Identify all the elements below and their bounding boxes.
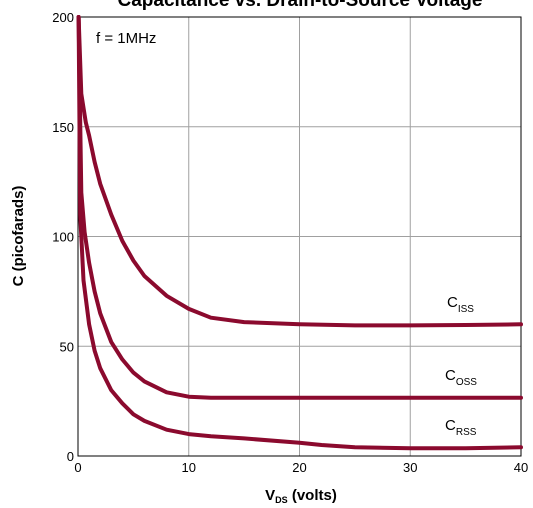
x-axis-label-main: V	[265, 487, 275, 504]
y-tick-label: 50	[60, 339, 74, 354]
series-line-iss	[76, 15, 523, 328]
frequency-annotation: f = 1MHz	[96, 30, 156, 47]
grid	[77, 16, 522, 457]
x-tick-label: 0	[74, 460, 81, 475]
series-line-rss	[76, 15, 523, 451]
y-axis-label: C (picofarads)	[10, 186, 27, 287]
curve-labels: CISS COSS CRSS	[445, 294, 477, 438]
x-axis-label-suffix: (volts)	[288, 487, 337, 504]
x-tick-label: 10	[182, 460, 196, 475]
chart-title: Capacitance vs. Drain-to-Source Voltage	[118, 0, 483, 11]
curves	[76, 15, 523, 451]
series-line-oss	[76, 15, 523, 400]
y-tick-label: 0	[67, 449, 74, 464]
y-tick-labels: 0 50 100 150 200	[52, 10, 74, 464]
x-tick-label: 40	[514, 460, 528, 475]
x-tick-label: 30	[403, 460, 417, 475]
x-axis-label: VDS (volts)	[265, 487, 337, 505]
x-tick-label: 20	[292, 460, 306, 475]
y-tick-label: 100	[52, 230, 74, 245]
series-label-iss: CISS	[447, 294, 474, 315]
y-tick-label: 200	[52, 10, 74, 25]
series-label-oss: COSS	[445, 367, 477, 388]
series-label-rss: CRSS	[445, 417, 477, 438]
y-tick-label: 150	[52, 120, 74, 135]
x-axis-label-sub: DS	[275, 495, 288, 505]
x-tick-labels: 0 10 20 30 40	[74, 460, 528, 475]
plot-frame	[77, 16, 522, 457]
